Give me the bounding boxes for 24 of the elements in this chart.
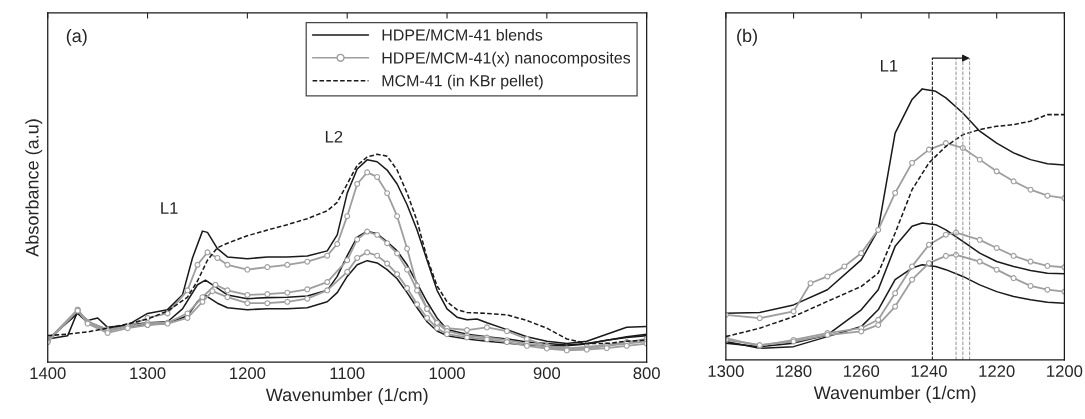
annotation: L1 [161,202,178,214]
x-tick-label: 1300 [708,365,744,378]
x-tick-label: 1240 [911,365,947,378]
x-tick-label: 1100 [330,367,365,380]
text: (a) [66,29,87,46]
x-axis-title: Wavenumber (1/cm) [265,387,428,405]
legend-label: MCM-41 (in KBr pellet) [382,74,543,90]
x-tick-label: 1200 [1047,365,1083,378]
x-tick-label: 900 [533,367,561,380]
x-tick-label: 1200 [230,367,266,380]
x-tick-label: 1220 [979,365,1015,378]
x-tick-label: 1400 [30,367,66,380]
y-axis-title: Absorbance (a.u) [25,119,43,257]
legend-label: HDPE/MCM-41(x) nanocomposites [382,51,631,67]
x-tick-label: 800 [633,367,660,380]
x-tick-label: 1300 [130,367,166,380]
x-tick-label: 1260 [844,365,880,378]
legend-label: HDPE/MCM-41 blends [382,28,543,41]
annotation: L1 [880,60,898,72]
text: (b) [737,28,757,46]
x-tick-label: 1280 [776,365,812,378]
annotation: L2 [325,130,343,143]
x-axis-title: Wavenumber (1/cm) [813,385,976,403]
x-tick-label: 1000 [429,367,465,380]
